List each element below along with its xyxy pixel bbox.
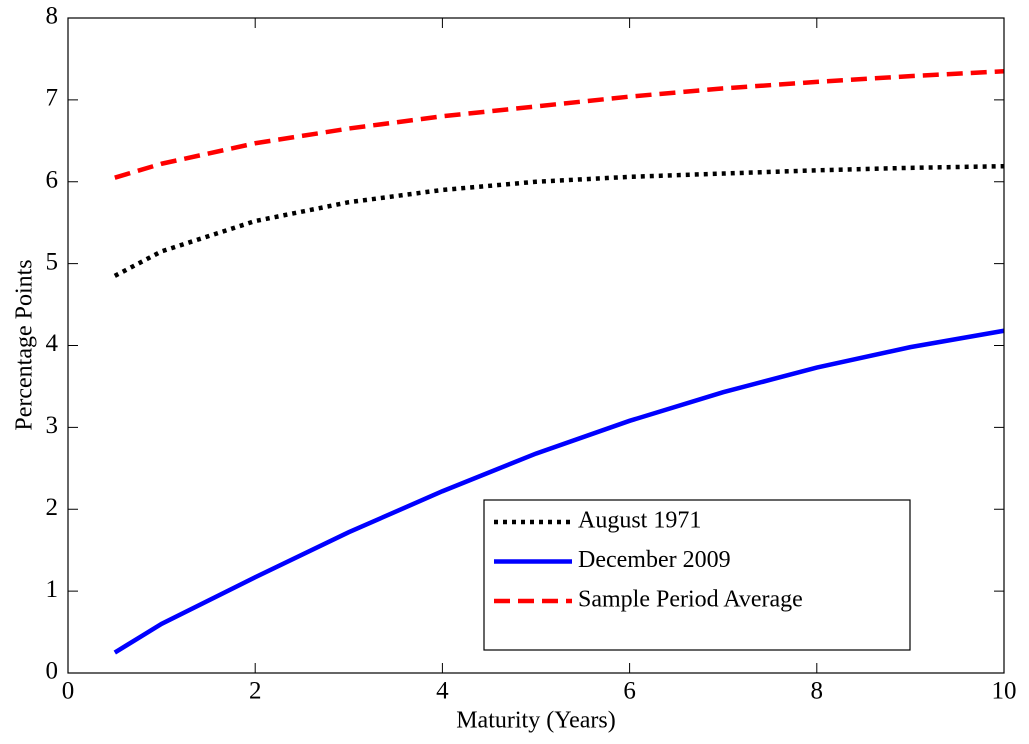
legend-label: Sample Period Average <box>578 587 803 613</box>
legend-label: August 1971 <box>578 508 701 534</box>
y-tick-label: 8 <box>46 3 59 30</box>
x-axis-label: Maturity (Years) <box>456 708 616 734</box>
y-tick-label: 2 <box>46 494 59 521</box>
y-tick-label: 5 <box>46 248 59 275</box>
x-tick-label: 10 <box>992 678 1017 705</box>
series-line <box>113 163 1005 278</box>
y-axis-label: Percentage Points <box>12 259 38 430</box>
legend-label: December 2009 <box>578 547 731 573</box>
x-tick-label: 0 <box>62 678 75 705</box>
axes-box <box>67 17 1005 674</box>
y-tick-label: 4 <box>46 330 59 357</box>
x-tick-label: 2 <box>249 678 262 705</box>
y-tick-label: 0 <box>46 658 59 685</box>
x-tick-label: 6 <box>623 678 636 705</box>
y-tick-label: 3 <box>46 412 59 439</box>
legend: August 1971 December 2009 Sample Period Av… <box>483 499 911 651</box>
x-tick-label: 8 <box>811 678 824 705</box>
series-line <box>113 328 1005 655</box>
legend-box <box>483 499 911 651</box>
y-tick-label: 1 <box>46 576 59 603</box>
x-tick-label: 4 <box>436 678 449 705</box>
y-tick-label: 6 <box>46 166 59 193</box>
y-tick-label: 7 <box>46 85 59 112</box>
